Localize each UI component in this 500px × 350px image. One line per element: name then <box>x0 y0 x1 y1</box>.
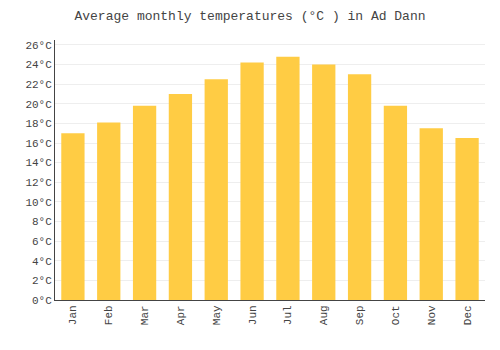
svg-text:26°C: 26°C <box>25 40 52 52</box>
svg-text:10°C: 10°C <box>25 197 52 209</box>
svg-text:Nov: Nov <box>426 305 438 325</box>
svg-text:Feb: Feb <box>103 305 115 325</box>
svg-text:Apr: Apr <box>175 305 187 325</box>
svg-text:May: May <box>211 305 223 325</box>
svg-text:Sep: Sep <box>354 305 366 325</box>
svg-text:24°C: 24°C <box>25 59 52 71</box>
svg-text:Average monthly temperatures (: Average monthly temperatures (°C ) in Ad… <box>74 9 425 24</box>
svg-text:12°C: 12°C <box>25 177 52 189</box>
svg-text:Mar: Mar <box>139 305 151 325</box>
svg-text:Aug: Aug <box>318 305 330 325</box>
svg-text:4°C: 4°C <box>32 256 52 268</box>
svg-text:16°C: 16°C <box>25 138 52 150</box>
svg-text:Jun: Jun <box>247 305 259 325</box>
svg-text:8°C: 8°C <box>32 216 52 228</box>
svg-text:0°C: 0°C <box>32 295 52 307</box>
svg-text:18°C: 18°C <box>25 118 52 130</box>
svg-text:Jul: Jul <box>282 305 294 325</box>
svg-text:Jan: Jan <box>67 305 79 325</box>
svg-text:14°C: 14°C <box>25 157 52 169</box>
svg-text:6°C: 6°C <box>32 236 52 248</box>
svg-text:20°C: 20°C <box>25 99 52 111</box>
svg-text:Oct: Oct <box>390 305 402 325</box>
svg-text:22°C: 22°C <box>25 79 52 91</box>
svg-text:Dec: Dec <box>462 305 474 325</box>
svg-text:2°C: 2°C <box>32 275 52 287</box>
